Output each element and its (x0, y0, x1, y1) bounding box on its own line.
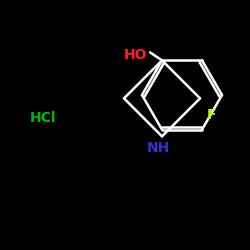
Text: F: F (207, 108, 216, 122)
Text: NH: NH (146, 141, 170, 155)
Text: HO: HO (124, 48, 147, 62)
Text: HCl: HCl (30, 111, 56, 125)
